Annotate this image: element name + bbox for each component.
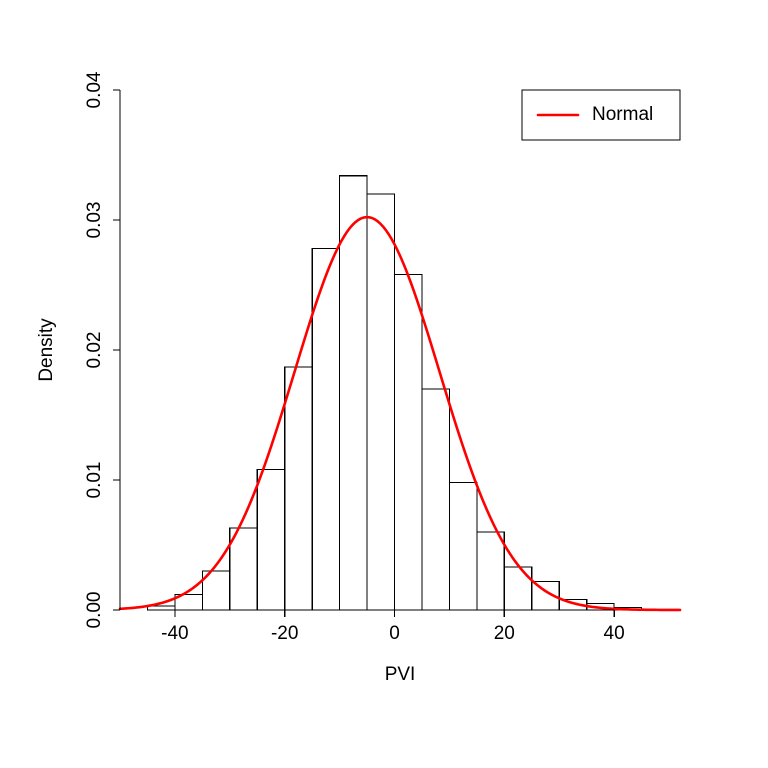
x-axis-label: PVI	[385, 664, 416, 685]
y-tick-label: 0.02	[84, 332, 105, 369]
density-histogram-chart: -40 -20 0 20 40 0.00 0.01 0.02 0.03 0.04 PVI Densit…	[0, 0, 768, 768]
histogram-bar	[285, 367, 312, 610]
histogram-bar	[477, 532, 504, 610]
histogram-bar	[395, 275, 422, 610]
y-tick-label: 0.03	[84, 202, 105, 239]
histogram-bar	[504, 567, 531, 610]
histogram-bar	[449, 483, 476, 610]
histogram-bar	[367, 194, 394, 610]
histogram-bar	[340, 176, 367, 610]
y-tick-label: 0.01	[84, 462, 105, 499]
legend-label: Normal	[592, 104, 653, 125]
y-tick-label: 0.00	[84, 592, 105, 629]
x-tick-label: 20	[494, 623, 515, 644]
x-tick-label: 0	[389, 623, 400, 644]
x-tick-label: -20	[271, 623, 298, 644]
histogram-bar	[257, 470, 284, 610]
histogram-bar	[422, 389, 449, 610]
x-tick-label: -40	[161, 623, 188, 644]
y-tick-label: 0.04	[84, 71, 105, 108]
histogram-bar	[230, 528, 257, 610]
x-tick-label: 40	[604, 623, 625, 644]
histogram-bar	[147, 606, 174, 610]
y-axis-label: Density	[36, 318, 57, 382]
